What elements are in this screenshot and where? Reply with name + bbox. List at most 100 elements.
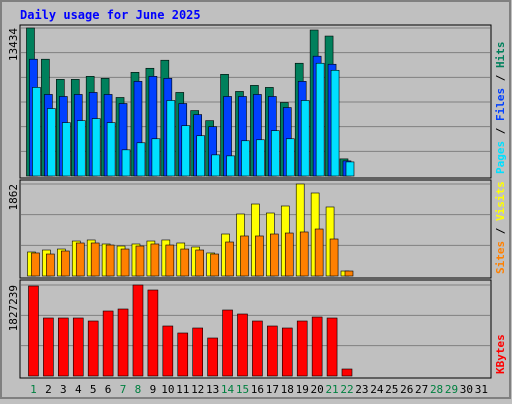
x-tick-label: 28 <box>430 383 443 396</box>
bar <box>177 332 189 377</box>
legend-entry: Pages <box>494 141 507 174</box>
x-tick-label: 29 <box>445 383 458 396</box>
bar <box>132 284 144 377</box>
legend-entry: KBytes <box>494 334 507 374</box>
bar <box>106 122 116 177</box>
bar <box>237 313 248 377</box>
x-tick-label: 10 <box>161 383 174 396</box>
x-tick-label: 24 <box>370 383 384 396</box>
legend-entry: Visits <box>494 181 507 221</box>
bar <box>300 100 310 177</box>
y-tick-label: 13434 <box>7 28 20 61</box>
x-tick-label: 1 <box>30 383 37 396</box>
bar <box>31 252 40 277</box>
x-tick-label: 6 <box>105 383 112 396</box>
bar <box>345 161 355 177</box>
bar <box>267 325 278 377</box>
bar <box>241 140 250 177</box>
legend: Pages / Files / Hits <box>494 42 507 175</box>
bar <box>102 310 114 377</box>
y-tick-label: 1862 <box>7 184 20 211</box>
bar <box>76 120 86 177</box>
x-tick-label: 23 <box>355 383 368 396</box>
bar <box>210 253 219 277</box>
bar <box>121 149 131 177</box>
x-tick-label: 8 <box>135 383 142 396</box>
bar <box>240 235 249 277</box>
legend: Sites / Visits <box>494 181 507 274</box>
bar <box>255 235 264 277</box>
bar <box>271 130 280 177</box>
bar <box>195 249 204 277</box>
x-tick-label: 2 <box>45 383 52 396</box>
bar <box>341 368 353 377</box>
x-tick-label: 18 <box>281 383 294 396</box>
x-tick-label: 7 <box>120 383 127 396</box>
bar <box>315 62 325 177</box>
bar <box>150 243 160 277</box>
x-tick-label: 25 <box>385 383 398 396</box>
bar <box>28 285 39 377</box>
bar <box>62 122 71 177</box>
bar <box>285 138 295 177</box>
legend-separator: / <box>494 121 507 141</box>
bar <box>180 248 190 277</box>
bar <box>46 253 55 277</box>
x-tick-label: 26 <box>400 383 413 396</box>
bar <box>296 320 308 377</box>
bar <box>226 155 235 177</box>
bar <box>147 289 159 377</box>
x-tick-label: 20 <box>311 383 324 396</box>
bar <box>211 154 220 177</box>
bar <box>314 228 324 277</box>
x-tick-label: 30 <box>460 383 473 396</box>
x-tick-label: 15 <box>236 383 249 396</box>
bar <box>192 327 203 377</box>
bar <box>270 233 279 277</box>
bar <box>225 241 234 277</box>
x-tick-label: 21 <box>325 383 338 396</box>
legend-entry: Hits <box>494 42 507 69</box>
bar <box>311 316 323 377</box>
bar <box>135 245 145 277</box>
bar <box>105 244 115 277</box>
bar <box>284 232 294 277</box>
bar <box>61 250 70 277</box>
bar <box>72 317 84 377</box>
x-tick-label: 19 <box>296 383 309 396</box>
legend: KBytes <box>494 334 507 374</box>
bar <box>196 135 205 177</box>
bar <box>162 325 174 377</box>
bar <box>90 242 100 277</box>
x-tick-label: 27 <box>415 383 428 396</box>
x-tick-label: 31 <box>475 383 488 396</box>
x-tick-label: 11 <box>176 383 189 396</box>
legend-entry: Sites <box>494 241 507 274</box>
bar <box>166 100 176 177</box>
x-tick-label: 12 <box>191 383 204 396</box>
bar <box>329 238 339 277</box>
bar <box>256 139 265 177</box>
x-tick-label: 9 <box>150 383 157 396</box>
bar <box>165 244 175 277</box>
bar <box>47 108 56 177</box>
bar <box>32 87 41 177</box>
bar <box>252 320 263 377</box>
bar <box>299 231 309 277</box>
bar <box>344 270 354 277</box>
x-tick-label: 13 <box>206 383 219 396</box>
bar <box>207 337 218 377</box>
bar <box>330 69 340 177</box>
x-tick-label: 4 <box>75 383 82 396</box>
bar <box>181 125 191 177</box>
bar <box>75 242 85 277</box>
legend-separator: / <box>494 221 507 241</box>
bar <box>151 138 161 177</box>
bar <box>91 118 101 177</box>
chart-title: Daily usage for June 2025 <box>20 8 201 22</box>
bar <box>222 309 233 377</box>
legend-separator: / <box>494 68 507 88</box>
x-tick-label: 14 <box>221 383 235 396</box>
